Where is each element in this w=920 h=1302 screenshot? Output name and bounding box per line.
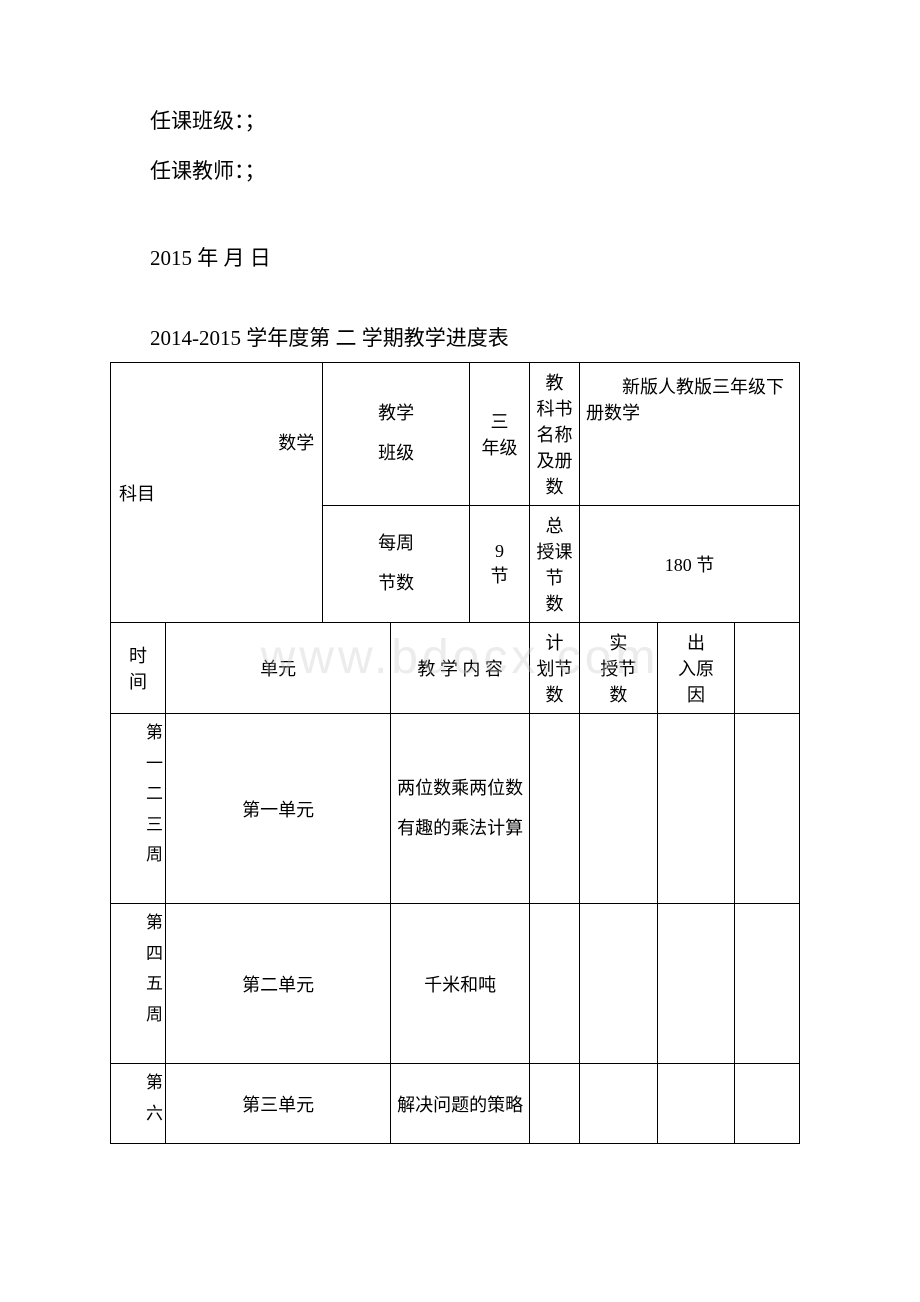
row3-week: 第六 (111, 1064, 166, 1144)
class-line: 任课班级：； (150, 100, 800, 142)
col-planned-label: 计划节数 (537, 633, 573, 705)
schedule-table: 科目 数学 教学班级 三年级 教科书名称及册数 新版人教版三年级下册数学 每周节… (110, 362, 800, 1144)
row2-actual (580, 904, 658, 1064)
col-unit: 单元 (166, 623, 391, 714)
col-actual: 实授节数 (580, 623, 658, 714)
total-value-cell: 180 节 (580, 506, 800, 623)
subject-label-cell: 科目 数学 (111, 363, 323, 623)
col-unit-label: 单元 (260, 659, 296, 679)
row2-unit: 第二单元 (166, 904, 391, 1064)
row3-actual (580, 1064, 658, 1144)
weekly-value: 9节 (491, 541, 509, 586)
row1-week: 第一二三周 (111, 714, 166, 904)
textbook-label-cell: 教科书名称及册数 (530, 363, 580, 506)
date-line: 2015 年 月 日 (150, 242, 800, 272)
col-reason: 出入原因 (657, 623, 735, 714)
total-value: 180 节 (665, 555, 715, 575)
col-content-label: 教 学 内 容 (417, 659, 503, 679)
row3-content-l1: 解决问题的策略 (397, 1095, 523, 1115)
textbook-value-cell: 新版人教版三年级下册数学 (580, 363, 800, 506)
weekly-label: 每周节数 (327, 524, 465, 603)
col-content: 教 学 内 容 (391, 623, 530, 714)
subject-value: 数学 (278, 429, 314, 455)
row1-planned (530, 714, 580, 904)
textbook-value: 新版人教版三年级下册数学 (586, 373, 793, 425)
row3-unit-text: 第三单元 (242, 1095, 314, 1115)
row2-planned (530, 904, 580, 1064)
col-actual-label: 实授节数 (600, 633, 636, 705)
teach-class-value: 三年级 (482, 412, 518, 458)
col-planned: 计划节数 (530, 623, 580, 714)
row2-week: 第四五周 (111, 904, 166, 1064)
subject-label: 科目 (119, 480, 155, 506)
row3-content: 解决问题的策略 (391, 1064, 530, 1144)
row2-content-l1: 千米和吨 (424, 975, 496, 995)
row2-unit-text: 第二单元 (242, 975, 314, 995)
row3-reason (657, 1064, 735, 1144)
teacher-line: 任课教师：； (150, 150, 800, 192)
title-line: 2014-2015 学年度第 二 学期教学进度表 (150, 322, 800, 352)
col-reason-label: 出入原因 (678, 633, 714, 705)
row1-content-l1: 两位数乘两位数 (397, 778, 523, 798)
total-label: 总授课节数 (537, 516, 573, 614)
row1-unit: 第一单元 (166, 714, 391, 904)
row2-reason (657, 904, 735, 1064)
col-time-label: 时间 (129, 646, 147, 692)
row1-content: 两位数乘两位数 有趣的乘法计算 (391, 714, 530, 904)
total-label-cell: 总授课节数 (530, 506, 580, 623)
row3-unit: 第三单元 (166, 1064, 391, 1144)
row3-planned (530, 1064, 580, 1144)
teach-class-label: 教学班级 (327, 394, 465, 473)
weekly-value-cell: 9节 (470, 506, 530, 623)
row1-unit-text: 第一单元 (242, 800, 314, 820)
col-time: 时间 (111, 623, 166, 714)
row1-extra (735, 714, 800, 904)
weekly-label-cell: 每周节数 (323, 506, 470, 623)
teach-class-value-cell: 三年级 (470, 363, 530, 506)
textbook-label: 教科书名称及册数 (537, 373, 573, 497)
col-extra (735, 623, 800, 714)
row1-actual (580, 714, 658, 904)
row3-extra (735, 1064, 800, 1144)
row1-reason (657, 714, 735, 904)
teach-class-label-cell: 教学班级 (323, 363, 470, 506)
row2-content: 千米和吨 (391, 904, 530, 1064)
row1-content-l2: 有趣的乘法计算 (397, 818, 523, 838)
row2-extra (735, 904, 800, 1064)
